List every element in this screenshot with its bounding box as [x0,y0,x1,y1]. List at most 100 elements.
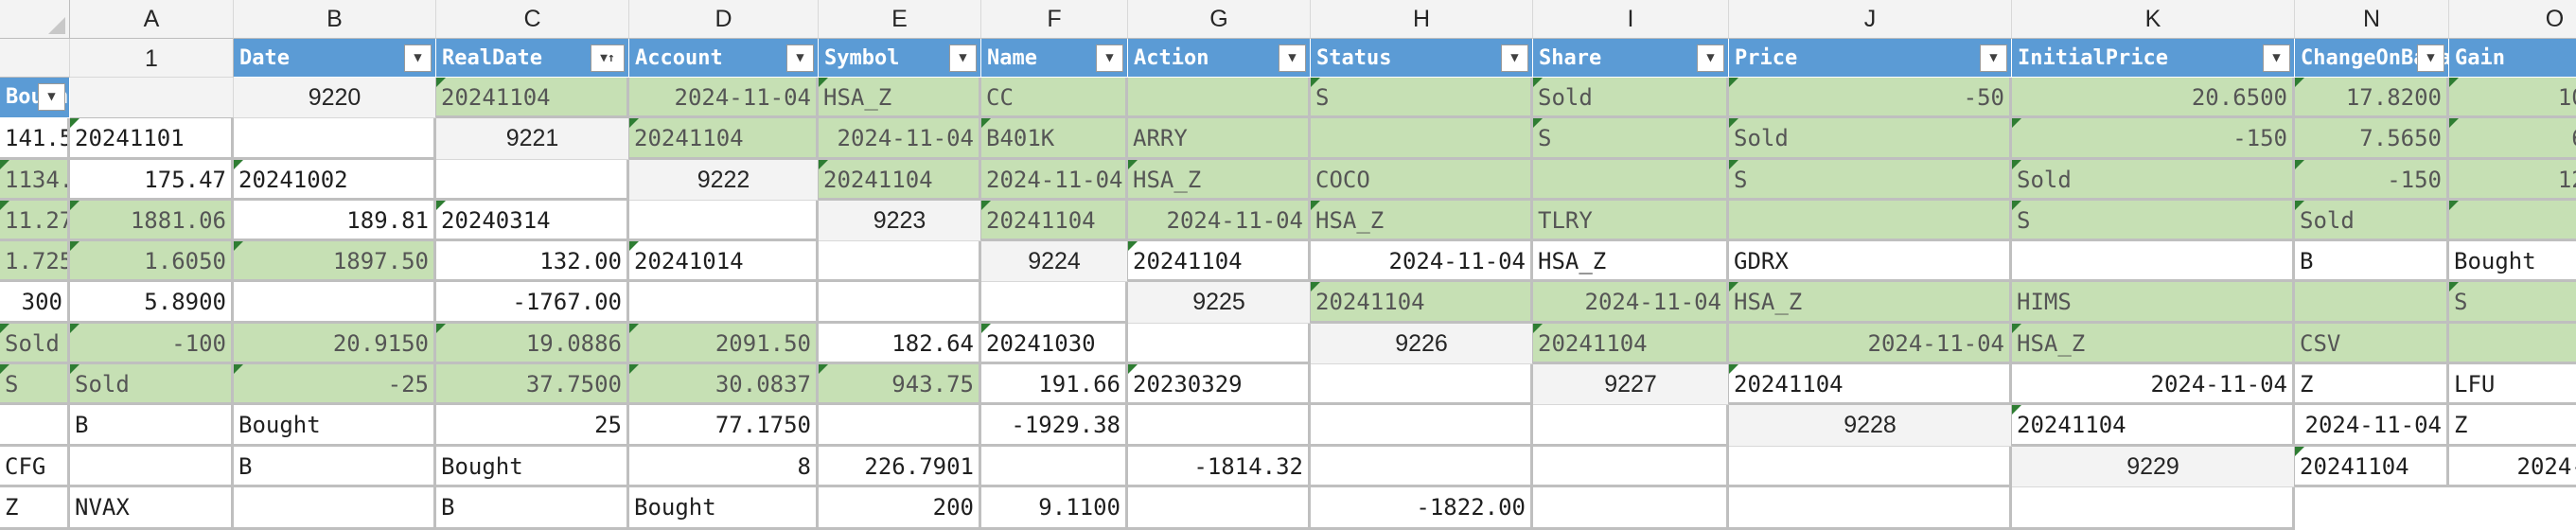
cell-status[interactable]: Bought [2449,241,2576,283]
cell-status[interactable]: Bought [436,446,629,487]
cell-account[interactable]: B401K [981,118,1128,160]
cell-realdate[interactable]: 2024-11-04 [1533,282,1729,324]
cell-price[interactable]: 20.9150 [234,323,436,365]
cell-initialprice[interactable]: 17.8200 [2295,78,2449,119]
cell-changeonbalance[interactable]: -1814.32 [1128,446,1311,487]
cell-symbol[interactable]: CSV [2295,323,2449,365]
cell-price[interactable]: 1.7250 [0,241,70,283]
cell-share[interactable]: 200 [819,486,981,530]
column-header-N[interactable]: N [2295,0,2449,39]
cell-status[interactable]: Sold [70,364,234,406]
filter-dropdown-icon[interactable]: ▼ [404,44,432,72]
cell-action[interactable]: B [436,486,629,530]
table-header-account[interactable]: Account ▼ [629,39,819,78]
cell-status[interactable]: Bought [234,405,436,447]
column-header-G[interactable]: G [1128,0,1311,39]
cell-account[interactable]: HSA_Z [819,78,981,119]
cell-name[interactable] [1128,78,1311,119]
cell-initialprice[interactable] [819,405,981,447]
cell-symbol[interactable]: NVAX [70,486,234,530]
cell-status[interactable]: Sold [2012,159,2295,201]
cell-gain[interactable]: 132.00 [436,241,629,283]
cell-action[interactable]: S [1533,118,1729,160]
cell-symbol[interactable]: GDRX [1729,241,2012,283]
cell-gain[interactable] [629,282,819,324]
cell-date[interactable]: 20241104 [1128,241,1311,283]
filter-dropdown-icon[interactable]: ▼ [1279,44,1306,72]
cell-action[interactable]: B [234,446,436,487]
cell-share[interactable]: -150 [2295,159,2449,201]
cell-price[interactable]: 7.5650 [2295,118,2449,160]
row-header[interactable]: 9224 [981,241,1128,283]
cell-date[interactable]: 20241104 [2295,446,2449,487]
cell-realdate[interactable]: 2024-11-04 [1128,200,1311,242]
cell-gain[interactable] [1533,486,1729,530]
cell-symbol[interactable]: CFG [0,446,70,487]
cell-changeonbalance[interactable]: -1767.00 [436,282,629,324]
cell-changeonbalance[interactable]: 1897.50 [234,241,436,283]
cell-account[interactable]: Z [2295,364,2449,406]
cell-account[interactable]: Z [2449,405,2576,447]
cell-date[interactable]: 20241104 [2012,405,2295,447]
cell-date[interactable]: 20241104 [1311,282,1533,324]
cell-share[interactable]: 8 [629,446,819,487]
sort-ascending-filter-icon[interactable]: ▼↑ [591,44,625,72]
filter-dropdown-icon[interactable]: ▼ [2417,44,2444,72]
filter-dropdown-icon[interactable]: ▼ [1697,44,1724,72]
row-header[interactable]: 9226 [1311,323,1533,365]
filter-dropdown-icon[interactable]: ▼ [786,44,814,72]
cell-initialprice[interactable] [1128,486,1311,530]
cell-boughtdate[interactable]: 20241101 [70,118,234,160]
cell-action[interactable]: S [0,364,70,406]
cell-changeonbalance[interactable]: -1929.38 [981,405,1128,447]
cell-name[interactable] [0,405,70,447]
cell-changeonbalance[interactable]: 943.75 [819,364,981,406]
cell-changeonbalance[interactable]: -1822.00 [1311,486,1533,530]
row-header-1[interactable]: 1 [70,39,234,78]
cell-share[interactable]: -50 [1729,78,2012,119]
column-header-C[interactable]: C [436,0,629,39]
cell-account[interactable]: HSA_Z [1533,241,1729,283]
cell-realdate[interactable]: 2024-11-04 [2449,446,2576,487]
cell-symbol[interactable]: TLRY [1533,200,1729,242]
cell-share[interactable]: -1100 [2449,200,2576,242]
table-header-gain[interactable]: Gain▼ [2449,39,2576,78]
column-header-O[interactable]: O [2449,0,2576,39]
table-header-action[interactable]: Action ▼ [1128,39,1311,78]
cell-date[interactable]: 20241104 [1533,323,1729,365]
cell-gain[interactable]: 141.50 [0,118,70,160]
cell-date[interactable]: 20241104 [436,78,629,119]
column-header-E[interactable]: E [819,0,981,39]
cell-gain[interactable] [1311,446,1533,487]
cell-status[interactable]: Sold [0,323,70,365]
cell-price[interactable]: 12.5404 [2449,159,2576,201]
cell-changeonbalance[interactable]: 2091.50 [629,323,819,365]
cell-initialprice[interactable]: 1.6050 [70,241,234,283]
cell-symbol[interactable]: LFU [2449,364,2576,406]
cell-share[interactable]: -150 [2012,118,2295,160]
row-header[interactable]: 9229 [2012,446,2295,487]
row-header[interactable]: 9228 [1729,405,2012,447]
cell-date[interactable]: 20241104 [1729,364,2012,406]
cell-symbol[interactable]: HIMS [2012,282,2295,324]
cell-realdate[interactable]: 2024-11-04 [1729,323,2012,365]
cell-account[interactable]: HSA_Z [1729,282,2012,324]
cell-status[interactable]: Sold [2295,200,2449,242]
cell-gain[interactable]: 175.47 [70,159,234,201]
cell-symbol[interactable]: COCO [1311,159,1533,201]
cell-account[interactable]: HSA_Z [2012,323,2295,365]
filter-dropdown-icon[interactable]: ▼ [38,83,65,111]
column-header-B[interactable]: B [234,0,436,39]
cell-boughtdate[interactable]: 20240314 [436,200,629,242]
cell-share[interactable]: 300 [0,282,70,324]
cell-initialprice[interactable]: 30.0837 [629,364,819,406]
row-header[interactable]: 9222 [629,159,819,201]
cell-boughtdate[interactable] [1311,405,1533,447]
cell-symbol[interactable]: CC [981,78,1128,119]
cell-date[interactable]: 20241104 [819,159,981,201]
cell-changeonbalance[interactable]: 1134.75 [0,159,70,201]
table-header-realdate[interactable]: RealDate ▼↑ [436,39,629,78]
cell-gain[interactable]: 191.66 [981,364,1128,406]
cell-price[interactable]: 9.1100 [981,486,1128,530]
row-header[interactable]: 9223 [819,200,981,242]
